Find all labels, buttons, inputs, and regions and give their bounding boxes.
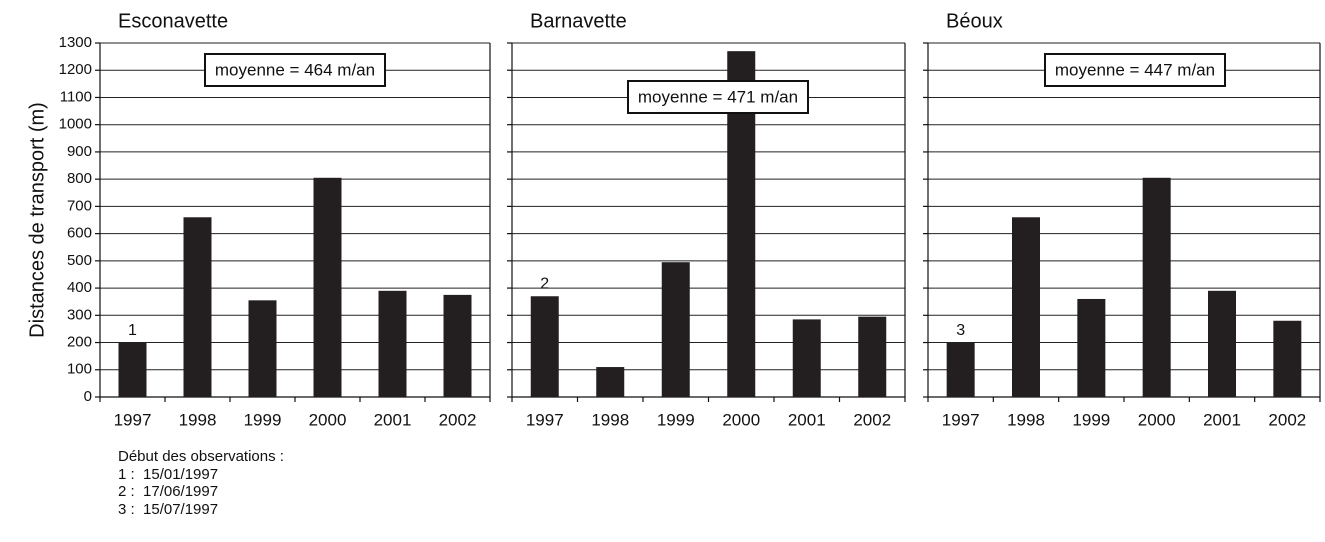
x-tick-label: 2000 — [1138, 410, 1176, 429]
bar — [313, 177, 342, 397]
x-tick-label: 1997 — [114, 410, 152, 429]
bar — [596, 367, 625, 397]
y-tick-label: 600 — [67, 225, 92, 242]
y-axis-label: Distances de transport (m) — [26, 102, 48, 338]
note-line: 2 : 17/06/1997 — [118, 483, 219, 500]
bar-note: 3 — [956, 322, 965, 339]
mean-box — [627, 80, 809, 114]
x-tick-label: 2002 — [1268, 410, 1306, 429]
mean-label: moyenne = 447 m/an — [1055, 60, 1215, 79]
y-tick-label: 900 — [67, 143, 92, 160]
y-tick-label: 1000 — [59, 116, 92, 133]
x-tick-label: 1997 — [526, 410, 564, 429]
x-tick-label: 2001 — [374, 410, 412, 429]
bar-note: 2 — [540, 275, 549, 292]
y-tick-label: 0 — [84, 388, 92, 405]
x-tick-label: 2001 — [1203, 410, 1241, 429]
panel-title: Esconavette — [118, 10, 228, 32]
x-tick-label: 1999 — [657, 410, 695, 429]
bar — [183, 217, 212, 397]
x-tick-label: 2000 — [722, 410, 760, 429]
x-tick-label: 2002 — [439, 410, 477, 429]
y-tick-label: 1100 — [60, 88, 92, 105]
bar — [1273, 320, 1302, 397]
x-tick-label: 1998 — [591, 410, 629, 429]
y-tick-label: 300 — [67, 306, 92, 323]
bar — [530, 296, 559, 397]
x-tick-label: 2002 — [853, 410, 891, 429]
x-tick-label: 1998 — [1007, 410, 1045, 429]
mean-label: moyenne = 471 m/an — [638, 87, 798, 106]
mean-box — [204, 53, 386, 87]
x-tick-label: 2001 — [788, 410, 826, 429]
bar — [661, 262, 690, 397]
bar — [1208, 290, 1236, 397]
mean-box — [1044, 53, 1226, 87]
bar — [1142, 177, 1171, 397]
y-tick-label: 500 — [67, 252, 92, 269]
panel-title: Barnavette — [530, 10, 627, 32]
y-tick-label: 700 — [67, 197, 92, 214]
bar — [1077, 298, 1106, 397]
bar — [946, 342, 975, 397]
bar — [118, 342, 147, 397]
note-line: 3 : 15/07/1997 — [118, 500, 219, 518]
x-tick-label: 1998 — [179, 410, 217, 429]
y-tick-label: 1300 — [59, 34, 92, 51]
y-tick-label: 200 — [67, 334, 92, 351]
notes-title: Début des observations : — [118, 448, 284, 465]
note-line: 1 : 15/01/1997 — [118, 465, 219, 483]
y-tick-label: 100 — [67, 361, 92, 378]
y-tick-label: 800 — [67, 170, 92, 187]
x-tick-label: 2000 — [309, 410, 347, 429]
bar — [858, 316, 887, 397]
notes: Début des observations : 1 : 15/01/1997 … — [118, 448, 284, 518]
x-tick-label: 1999 — [244, 410, 282, 429]
bar — [1012, 217, 1040, 397]
y-tick-label: 1200 — [59, 61, 92, 78]
bar — [378, 290, 407, 397]
bar — [248, 300, 277, 397]
bar — [792, 319, 821, 397]
bar-note: 1 — [128, 322, 137, 339]
bar — [443, 294, 472, 397]
x-tick-label: 1999 — [1072, 410, 1110, 429]
panel-title: Béoux — [946, 10, 1003, 32]
mean-label: moyenne = 464 m/an — [215, 60, 375, 79]
y-tick-label: 400 — [67, 279, 92, 296]
x-tick-label: 1997 — [942, 410, 980, 429]
